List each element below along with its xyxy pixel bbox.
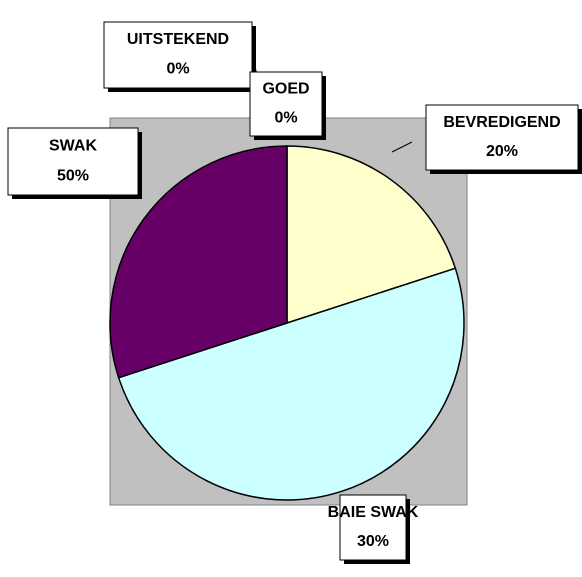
category-label: BAIE SWAK: [328, 504, 419, 521]
label-box: [103, 21, 253, 89]
category-label: BEVREDIGEND: [443, 114, 560, 131]
category-label: GOED: [262, 80, 309, 97]
value-label: 30%: [357, 533, 389, 550]
label-box: [7, 127, 139, 196]
value-label: 0%: [166, 61, 189, 78]
labels: UITSTEKEND 0% GOED 0% BEVREDIGEND 20% SWAK 50% B…: [7, 21, 582, 564]
pie: [109, 145, 465, 501]
label-box: [425, 104, 579, 171]
pie-slice: [286, 145, 457, 325]
pie-slice: [117, 267, 465, 501]
pie-slice: [109, 145, 288, 379]
category-label: UITSTEKEND: [127, 31, 229, 48]
label-box: [249, 71, 323, 137]
leader-line: [391, 141, 413, 153]
category-label: SWAK: [49, 137, 97, 154]
value-label: 0%: [274, 109, 297, 126]
label-box: [339, 494, 407, 561]
value-label: 20%: [486, 143, 518, 160]
value-label: 50%: [57, 167, 89, 184]
